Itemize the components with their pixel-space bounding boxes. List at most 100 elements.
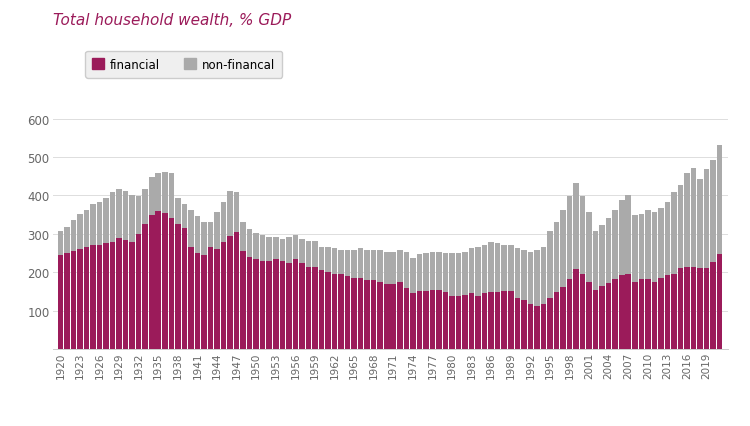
Bar (384, 284, 389, 349)
Bar (449, 253, 454, 296)
Bar (717, 145, 722, 254)
Bar (397, 251, 403, 282)
Bar (592, 290, 598, 349)
Bar (266, 237, 272, 261)
Bar (704, 170, 710, 268)
Bar (116, 189, 122, 238)
Bar (613, 210, 618, 279)
Bar (371, 251, 376, 280)
Bar (664, 276, 670, 349)
Bar (77, 214, 82, 250)
Bar (149, 215, 154, 349)
Bar (671, 193, 676, 274)
Bar (351, 251, 357, 279)
Bar (142, 225, 148, 349)
Bar (573, 184, 579, 270)
Bar (104, 199, 109, 244)
Bar (423, 253, 429, 292)
Bar (548, 231, 553, 299)
Bar (619, 201, 625, 276)
Bar (358, 249, 364, 279)
Bar (234, 193, 239, 233)
Bar (136, 234, 142, 349)
Bar (208, 248, 213, 349)
Text: Total household wealth, % GDP: Total household wealth, % GDP (53, 13, 291, 28)
Bar (638, 214, 644, 279)
Bar (169, 174, 174, 219)
Bar (645, 279, 651, 349)
Bar (77, 250, 82, 349)
Bar (254, 259, 259, 349)
Bar (645, 210, 651, 279)
Bar (495, 293, 500, 349)
Bar (201, 222, 207, 256)
Bar (534, 306, 540, 349)
Bar (129, 195, 135, 242)
Bar (84, 210, 89, 248)
Bar (488, 293, 494, 349)
Bar (456, 296, 461, 349)
Bar (632, 216, 638, 282)
Bar (142, 189, 148, 225)
Bar (175, 225, 181, 349)
Bar (90, 204, 96, 246)
Bar (254, 233, 259, 259)
Bar (110, 242, 116, 349)
Bar (384, 253, 389, 284)
Bar (201, 256, 207, 349)
Bar (299, 263, 304, 349)
Bar (220, 242, 226, 349)
Bar (273, 237, 278, 259)
Bar (508, 291, 514, 349)
Bar (423, 292, 429, 349)
Bar (260, 236, 266, 261)
Bar (319, 247, 324, 271)
Bar (710, 161, 716, 263)
Bar (64, 253, 70, 349)
Bar (469, 294, 474, 349)
Bar (527, 304, 533, 349)
Bar (436, 290, 442, 349)
Bar (377, 251, 383, 282)
Bar (671, 274, 676, 349)
Bar (188, 210, 194, 248)
Bar (338, 251, 344, 275)
Bar (684, 174, 690, 267)
Bar (182, 228, 188, 349)
Bar (155, 174, 161, 211)
Bar (371, 280, 376, 349)
Bar (567, 279, 572, 349)
Bar (195, 253, 200, 349)
Bar (364, 251, 370, 280)
Bar (70, 251, 76, 349)
Bar (182, 204, 188, 228)
Bar (684, 267, 690, 349)
Bar (652, 212, 657, 282)
Bar (286, 263, 292, 349)
Bar (345, 276, 350, 349)
Bar (476, 296, 481, 349)
Bar (462, 253, 468, 296)
Bar (626, 195, 631, 274)
Bar (567, 197, 572, 279)
Bar (717, 254, 722, 349)
Bar (110, 193, 116, 242)
Bar (364, 280, 370, 349)
Bar (469, 249, 474, 294)
Bar (227, 191, 232, 236)
Bar (599, 287, 605, 349)
Bar (227, 236, 232, 349)
Bar (456, 253, 461, 296)
Bar (698, 180, 703, 269)
Bar (332, 249, 338, 275)
Bar (462, 296, 468, 349)
Bar (652, 282, 657, 349)
Bar (195, 216, 200, 253)
Bar (442, 293, 448, 349)
Bar (410, 259, 416, 294)
Bar (449, 296, 454, 349)
Bar (599, 226, 605, 287)
Bar (214, 250, 220, 349)
Bar (586, 282, 592, 349)
Bar (541, 247, 546, 304)
